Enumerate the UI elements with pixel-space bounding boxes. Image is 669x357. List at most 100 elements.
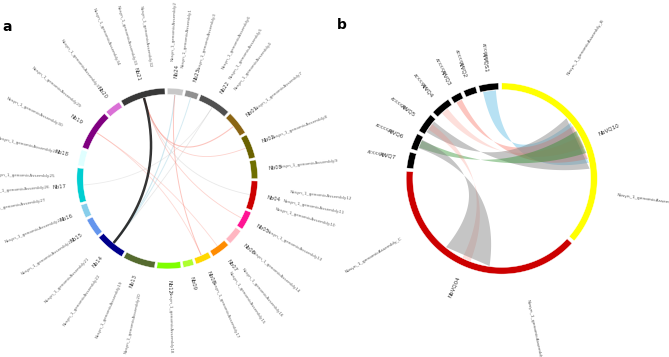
Text: a: a bbox=[3, 20, 12, 34]
Text: AtVQ6: AtVQ6 bbox=[387, 128, 404, 139]
Text: Nbsyn_1_genomicAssembly25: Nbsyn_1_genomicAssembly25 bbox=[0, 173, 56, 178]
Text: Nb01: Nb01 bbox=[246, 105, 260, 118]
Text: Nbsyn_1_genomicAssembly17: Nbsyn_1_genomicAssembly17 bbox=[211, 280, 240, 339]
Polygon shape bbox=[87, 217, 102, 236]
Polygon shape bbox=[428, 124, 480, 261]
Text: Nbsyn_1_genomicAssembly8: Nbsyn_1_genomicAssembly8 bbox=[271, 115, 328, 140]
Text: Nbsyn_1_genomicAssembly15: Nbsyn_1_genomicAssembly15 bbox=[227, 271, 266, 325]
Text: Nbsyn_1_genomicAssembly33: Nbsyn_1_genomicAssembly33 bbox=[115, 5, 136, 66]
Text: Nb12: Nb12 bbox=[167, 280, 172, 294]
Text: Nbsyn_1_genomicAssembly7: Nbsyn_1_genomicAssembly7 bbox=[254, 71, 304, 111]
Text: Nbsyn_1_genomicAssembly32: Nbsyn_1_genomicAssembly32 bbox=[138, 5, 152, 68]
Polygon shape bbox=[419, 140, 491, 266]
Text: Nb06: Nb06 bbox=[242, 243, 256, 256]
Polygon shape bbox=[456, 100, 588, 163]
Text: Nb14: Nb14 bbox=[92, 255, 104, 269]
Text: Nbsyn_1_genomicAssembly4: Nbsyn_1_genomicAssembly4 bbox=[233, 41, 274, 91]
Text: Nb13: Nb13 bbox=[128, 274, 138, 288]
Text: ATXXXXX: ATXXXXX bbox=[412, 72, 428, 91]
Text: AtVQS1: AtVQS1 bbox=[482, 52, 489, 73]
Text: NbVQ10: NbVQ10 bbox=[598, 122, 621, 136]
Polygon shape bbox=[237, 210, 251, 229]
Text: Nbsyn_1_genomicAssembly1: Nbsyn_1_genomicAssembly1 bbox=[181, 8, 193, 68]
Text: Nb05: Nb05 bbox=[256, 224, 270, 235]
Polygon shape bbox=[167, 88, 183, 96]
Text: Nb21: Nb21 bbox=[133, 67, 142, 82]
Polygon shape bbox=[464, 87, 477, 97]
Text: Nb22: Nb22 bbox=[219, 80, 231, 94]
Text: AtVQ4: AtVQ4 bbox=[419, 82, 435, 98]
Polygon shape bbox=[246, 181, 258, 210]
Text: ATXXXXX: ATXXXXX bbox=[375, 123, 395, 135]
Text: Nb17: Nb17 bbox=[52, 184, 66, 190]
Text: Nb23: Nb23 bbox=[193, 67, 201, 82]
Text: Nbsyn_1_genomicAssembly18: Nbsyn_1_genomicAssembly18 bbox=[167, 291, 173, 353]
Text: Nbsyn_1_genomicAssembly27: Nbsyn_1_genomicAssembly27 bbox=[0, 198, 47, 213]
Polygon shape bbox=[185, 90, 199, 100]
Polygon shape bbox=[225, 114, 246, 136]
Polygon shape bbox=[411, 134, 423, 151]
Polygon shape bbox=[407, 152, 416, 169]
Text: NbVQ04: NbVQ04 bbox=[448, 276, 462, 298]
Text: Nbsyn_1_genomicAssembly_A: Nbsyn_1_genomicAssembly_A bbox=[617, 193, 669, 206]
Polygon shape bbox=[502, 83, 597, 241]
Text: Nbsyn_1_genomicAssembly_B: Nbsyn_1_genomicAssembly_B bbox=[567, 18, 605, 76]
Text: Nbsyn_1_genomicAssembly26: Nbsyn_1_genomicAssembly26 bbox=[0, 186, 50, 194]
Text: Nbsyn_1_genomicAssembly28: Nbsyn_1_genomicAssembly28 bbox=[0, 136, 59, 154]
Text: Nbsyn_1_genomicAssembly29: Nbsyn_1_genomicAssembly29 bbox=[31, 66, 82, 109]
Text: Nb19: Nb19 bbox=[69, 114, 84, 125]
Text: ATXXXXX: ATXXXXX bbox=[434, 58, 447, 77]
Polygon shape bbox=[78, 150, 88, 166]
Text: ATXXXXX: ATXXXXX bbox=[454, 49, 464, 70]
Polygon shape bbox=[406, 171, 572, 274]
Polygon shape bbox=[433, 99, 452, 117]
Text: Nb24: Nb24 bbox=[174, 64, 180, 78]
Polygon shape bbox=[478, 83, 498, 92]
Text: Nbsyn_1_genomicAssembly13: Nbsyn_1_genomicAssembly13 bbox=[265, 230, 322, 262]
Text: Nb04: Nb04 bbox=[266, 196, 281, 203]
Text: Nbsyn_1_genomicAssembly14: Nbsyn_1_genomicAssembly14 bbox=[251, 250, 301, 294]
Polygon shape bbox=[442, 109, 585, 157]
Text: Nbsyn_1_genomicAssembly12: Nbsyn_1_genomicAssembly12 bbox=[289, 190, 352, 201]
Text: ATXXXXX: ATXXXXX bbox=[390, 97, 409, 112]
Text: Nb15: Nb15 bbox=[70, 232, 84, 244]
Text: b: b bbox=[337, 18, 347, 32]
Text: AtVQ7: AtVQ7 bbox=[379, 152, 397, 160]
Text: Nbsyn_1_genomicAssembly23: Nbsyn_1_genomicAssembly23 bbox=[20, 238, 74, 276]
Text: Nb16: Nb16 bbox=[59, 213, 74, 223]
Text: ATXXXXX: ATXXXXX bbox=[367, 150, 388, 158]
Text: Nb18: Nb18 bbox=[55, 149, 70, 157]
Text: Nbsyn_1_genomicAssembly3: Nbsyn_1_genomicAssembly3 bbox=[197, 12, 217, 71]
Text: Nb09: Nb09 bbox=[189, 276, 197, 291]
Text: Nbsyn_1_genomicAssembly30: Nbsyn_1_genomicAssembly30 bbox=[5, 96, 63, 128]
Polygon shape bbox=[77, 168, 86, 203]
Text: Nbsyn_1_genomicAssembly31: Nbsyn_1_genomicAssembly31 bbox=[60, 39, 101, 91]
Text: Nbsyn_1_genomicAssembly6: Nbsyn_1_genomicAssembly6 bbox=[221, 15, 252, 70]
Text: Nbsyn_1_genomicAssembly5: Nbsyn_1_genomicAssembly5 bbox=[228, 27, 264, 80]
Text: Nbsyn_1_genomicAssembly16: Nbsyn_1_genomicAssembly16 bbox=[241, 268, 284, 318]
Text: Nb20: Nb20 bbox=[95, 85, 108, 100]
Polygon shape bbox=[124, 252, 155, 268]
Text: Nbsyn_1_genomicAssembly24: Nbsyn_1_genomicAssembly24 bbox=[4, 217, 64, 244]
Polygon shape bbox=[121, 88, 165, 106]
Text: Nbsyn_1_genomicAssembly21: Nbsyn_1_genomicAssembly21 bbox=[43, 257, 90, 305]
Text: Nbsyn_1_genomicAssembly9: Nbsyn_1_genomicAssembly9 bbox=[278, 159, 339, 169]
Polygon shape bbox=[483, 90, 589, 165]
Polygon shape bbox=[250, 160, 258, 178]
Text: Nbsyn_1_genomicAssembly_C: Nbsyn_1_genomicAssembly_C bbox=[345, 237, 403, 275]
Text: Nbsyn_1_genomicAssembly2: Nbsyn_1_genomicAssembly2 bbox=[171, 1, 177, 61]
Polygon shape bbox=[241, 135, 255, 159]
Text: Nbsyn_1_genomicAssembly_D: Nbsyn_1_genomicAssembly_D bbox=[525, 299, 543, 357]
Text: Nb08: Nb08 bbox=[206, 270, 216, 285]
Polygon shape bbox=[419, 131, 586, 163]
Polygon shape bbox=[157, 262, 181, 269]
Text: AtVQ2: AtVQ2 bbox=[458, 61, 468, 79]
Polygon shape bbox=[99, 233, 125, 257]
Text: Nbsyn_1_genomicAssembly19: Nbsyn_1_genomicAssembly19 bbox=[96, 280, 124, 339]
Text: Nb07: Nb07 bbox=[225, 258, 238, 272]
Polygon shape bbox=[427, 118, 589, 170]
Polygon shape bbox=[81, 203, 92, 218]
Text: AtVQ3: AtVQ3 bbox=[440, 69, 452, 86]
Text: Nbsyn_1_genomicAssembly11: Nbsyn_1_genomicAssembly11 bbox=[282, 199, 344, 215]
Text: Nbsyn_1_genomicAssembly10: Nbsyn_1_genomicAssembly10 bbox=[274, 207, 336, 228]
